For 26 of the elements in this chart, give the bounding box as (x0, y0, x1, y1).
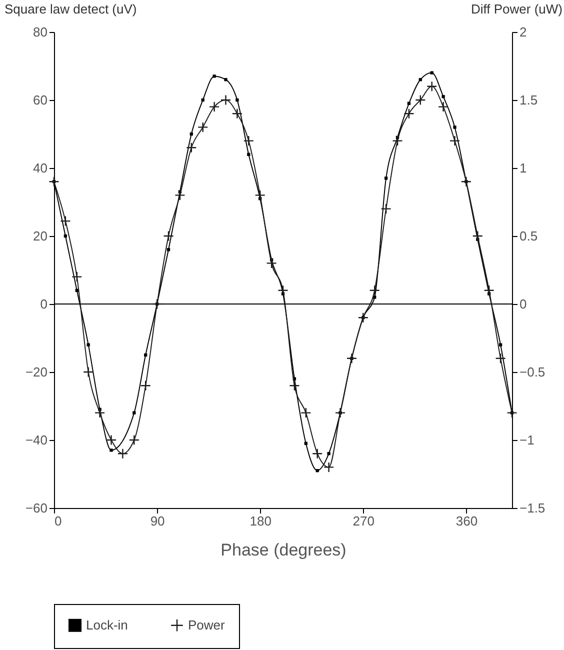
y2-tick-label: 0 (520, 296, 527, 312)
y-tick-label: 80 (33, 24, 48, 40)
y-tick-label: 40 (33, 160, 48, 176)
x-axis-title: Phase (degrees) (220, 540, 346, 560)
y2-tick-label: 0.5 (520, 228, 538, 244)
x-tick-label: 360 (456, 514, 478, 528)
y2-axis-title: Diff Power (uW) (471, 2, 562, 16)
x-tick-label: 270 (352, 514, 374, 528)
y-tick-label: 60 (33, 92, 48, 108)
y2-tick-label: 2 (520, 24, 527, 40)
y-axis-title: Square law detect (uV) (4, 2, 137, 16)
x-tick-label: 180 (250, 514, 272, 528)
y2-tick-label: −1 (520, 432, 534, 448)
y2-tick-label: 1 (520, 160, 527, 176)
y2-tick-label: 1.5 (520, 92, 538, 108)
y-tick-label: −20 (25, 364, 48, 380)
legend-label: Lock-in (86, 617, 128, 632)
legend-label: Power (188, 617, 226, 632)
y-tick-label: −60 (25, 500, 48, 516)
y2-tick-label: −1.5 (520, 500, 546, 516)
y-tick-label: 20 (33, 228, 48, 244)
x-tick-label: 90 (150, 514, 165, 528)
y2-tick-label: −0.5 (520, 364, 546, 380)
y-tick-label: 0 (40, 296, 48, 312)
x-tick-label: 0 (54, 514, 62, 528)
y-tick-label: −40 (25, 432, 48, 448)
